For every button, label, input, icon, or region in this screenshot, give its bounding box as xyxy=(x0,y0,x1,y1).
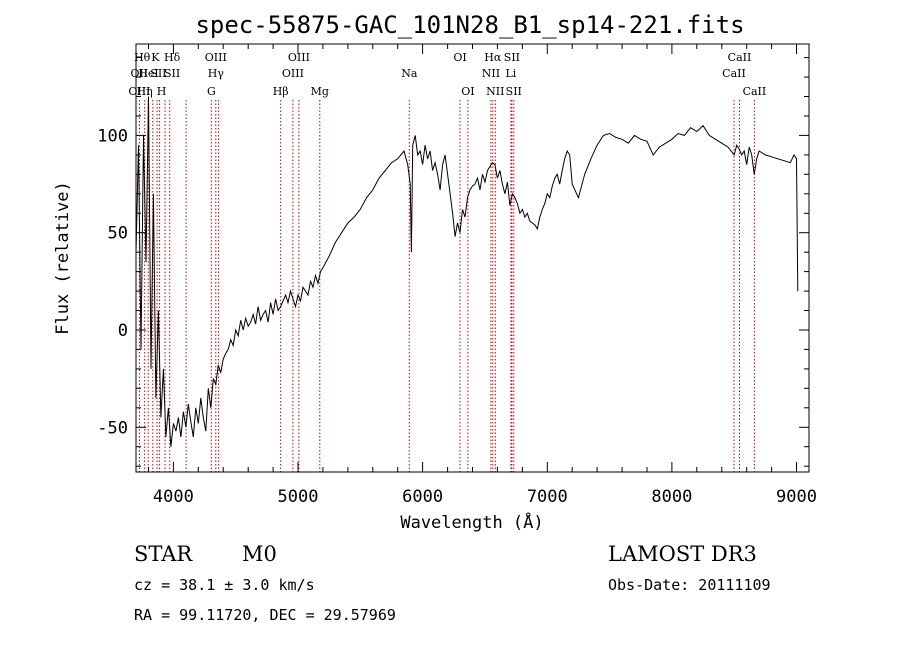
line-marker-label: SII xyxy=(150,67,166,80)
line-marker-label: Mg xyxy=(311,85,329,98)
line-marker-label: CaII xyxy=(722,67,746,80)
line-marker-label: OIII xyxy=(288,51,310,64)
x-tick-label: 5000 xyxy=(278,487,319,507)
line-marker-label: Hα xyxy=(484,51,502,64)
x-tick-label: 8000 xyxy=(651,487,692,507)
sky-coordinates: RA = 99.11720, DEC = 29.57969 xyxy=(134,606,396,624)
spectral-subclass: M0 xyxy=(242,542,277,566)
survey-name: LAMOST DR3 xyxy=(608,542,757,566)
chart-title: spec-55875-GAC_101N28_B1_sp14-221.fits xyxy=(195,11,744,39)
y-axis-ticks: -50 0 50 100 xyxy=(97,57,809,467)
line-marker-label: NII xyxy=(486,85,504,98)
x-axis-label: Wavelength (Å) xyxy=(400,511,543,533)
line-marker-label: SII xyxy=(164,67,180,80)
line-marker-label: NII xyxy=(482,67,500,80)
spectrum-line xyxy=(135,96,799,447)
y-tick-label: 50 xyxy=(108,224,128,244)
x-tick-label: 4000 xyxy=(153,487,194,507)
line-marker-label: SII xyxy=(504,51,520,64)
line-marker-label: OIII xyxy=(128,85,150,98)
line-marker-label: Na xyxy=(401,67,418,80)
plot-frame xyxy=(135,43,810,473)
line-marker-label: OIII xyxy=(282,67,304,80)
object-class: STAR xyxy=(134,542,193,566)
line-marker-label: Hδ xyxy=(164,51,181,64)
y-tick-label: 0 xyxy=(118,321,128,341)
line-marker-label: Hγ xyxy=(208,67,225,80)
y-tick-label: -50 xyxy=(97,418,128,438)
redshift-value: cz = 38.1 ± 3.0 km/s xyxy=(134,576,315,594)
line-marker-label: CaII xyxy=(728,51,752,64)
x-tick-label: 7000 xyxy=(527,487,568,507)
line-marker-label: OI xyxy=(461,85,474,98)
line-marker-label: Hθ xyxy=(134,51,151,64)
x-axis-ticks: 4000 5000 6000 7000 8000 9000 xyxy=(148,44,817,507)
line-marker-label: Hη xyxy=(137,85,153,98)
observation-date: Obs-Date: 20111109 xyxy=(608,576,771,594)
line-marker-label: Hβ xyxy=(273,85,289,98)
line-marker-label: CaII xyxy=(743,85,767,98)
emission-line-markers xyxy=(138,100,755,472)
line-marker-label: K xyxy=(151,51,160,64)
line-marker-label: OI xyxy=(453,51,466,64)
x-tick-label: 9000 xyxy=(776,487,817,507)
x-tick-label: 6000 xyxy=(402,487,443,507)
line-marker-label: Li xyxy=(505,67,516,80)
line-marker-label: G xyxy=(207,85,216,98)
line-marker-label: H xyxy=(157,85,167,98)
y-tick-label: 100 xyxy=(97,126,128,146)
line-marker-label: OIII xyxy=(205,51,227,64)
y-axis-label: Flux (relative) xyxy=(53,181,73,335)
line-marker-label: HeI xyxy=(138,67,158,80)
line-marker-label: OII xyxy=(131,67,149,80)
line-marker-label: SII xyxy=(506,85,522,98)
